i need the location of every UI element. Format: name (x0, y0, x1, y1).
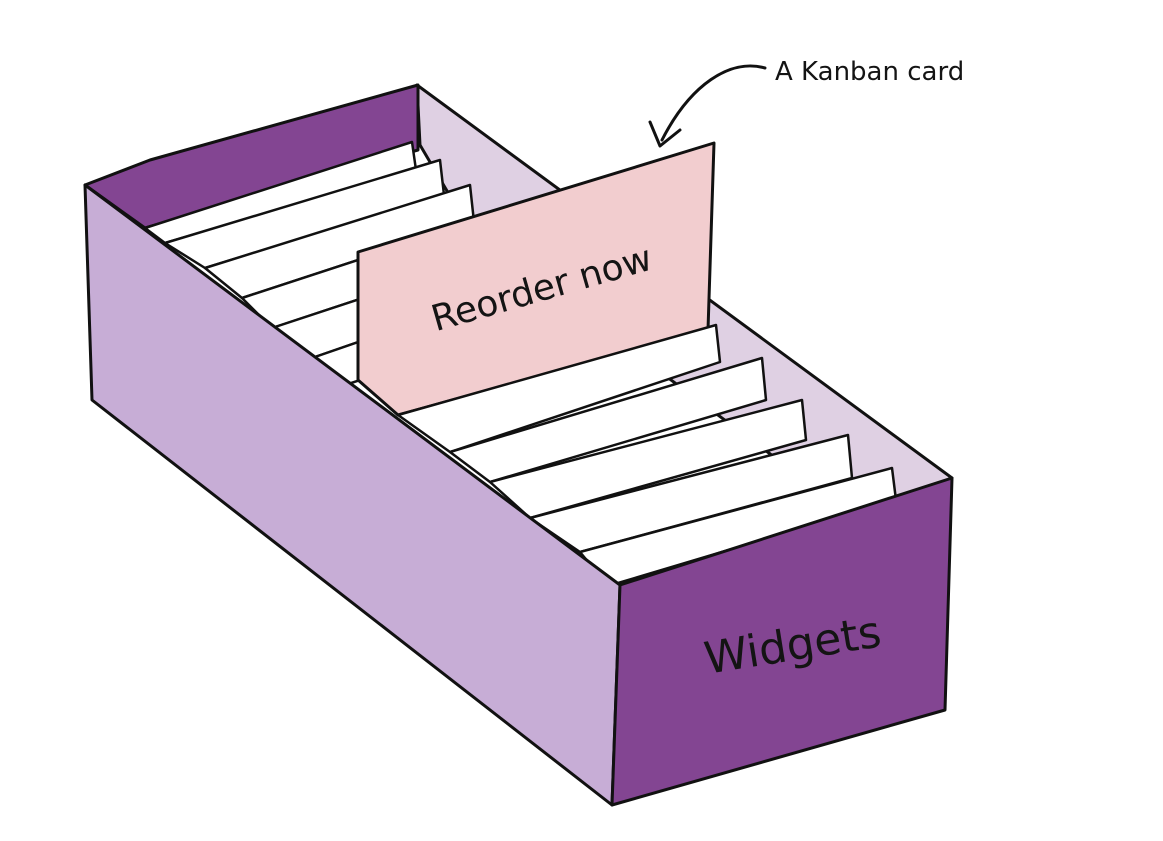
front-divider-cards (396, 323, 898, 588)
callout-arrow-head (648, 120, 682, 148)
box-front-end (610, 476, 954, 807)
callout-arrow (660, 64, 767, 142)
divider-card (396, 323, 722, 454)
callout-label: A Kanban card (775, 57, 964, 87)
divider-card (448, 356, 768, 484)
